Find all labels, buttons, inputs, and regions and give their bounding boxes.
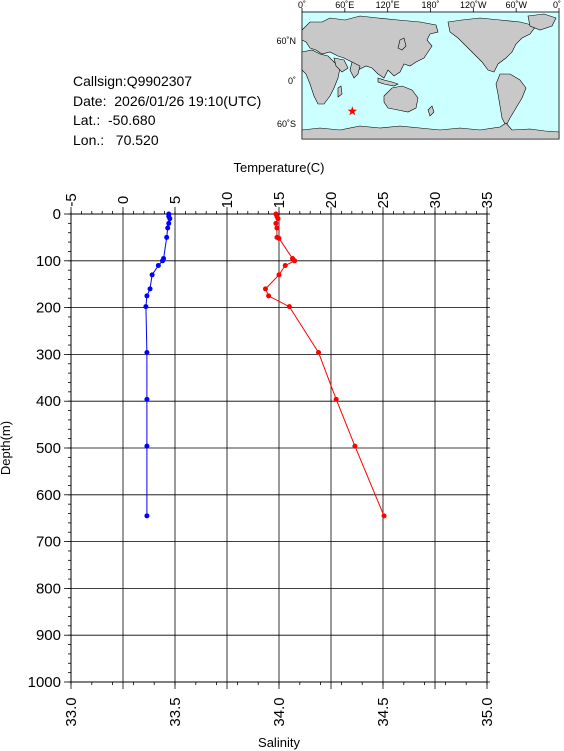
- temperature-point: [274, 234, 280, 240]
- float-info: Callsign:Q9902307 Date: 2026/01/26 19:10…: [73, 72, 261, 150]
- salinity-point: [144, 396, 150, 402]
- temperature-point: [276, 272, 282, 278]
- temperature-point: [266, 293, 272, 299]
- salinity-point: [144, 513, 150, 519]
- temperature-axis-title: Temperature(C): [233, 160, 324, 175]
- salinity-tick-label: 34.5: [375, 697, 392, 726]
- plot-frame: [70, 213, 488, 683]
- salinity-point: [155, 262, 161, 268]
- map-lon-label-3: 180˚: [421, 0, 439, 10]
- temperature-point: [275, 216, 281, 222]
- map-lat-label-60n: 60˚N: [276, 36, 296, 46]
- longitude-text: Lon.: 70.520: [73, 131, 159, 148]
- madagascar-island: [337, 85, 343, 98]
- new-zealand-islands: [427, 105, 435, 117]
- depth-tick-label: 300: [36, 346, 61, 363]
- salinity-point: [144, 350, 150, 356]
- map-lon-label-4: 120˚W: [460, 0, 487, 10]
- callsign-text: Callsign:Q9902307: [73, 73, 193, 89]
- temperature-tick-label: 35: [479, 192, 496, 209]
- salinity-profile-line: [145, 214, 171, 516]
- greenland-landmass: [527, 13, 557, 31]
- temperature-point: [292, 258, 298, 264]
- temperature-tick-label: 10: [219, 192, 236, 209]
- map-lon-label-0: 0˚: [298, 0, 306, 10]
- salinity-point: [167, 216, 173, 222]
- temperature-point: [273, 211, 279, 217]
- temperature-point: [381, 513, 387, 519]
- map-lon-label-2: 120˚E: [376, 0, 400, 10]
- temperature-point: [316, 350, 322, 356]
- temperature-tick-label: 20: [323, 192, 340, 209]
- salinity-point: [143, 304, 149, 310]
- temperature-tick-label: 30: [427, 192, 444, 209]
- salinity-tick-label: 34.0: [271, 697, 288, 726]
- depth-tick-label: 600: [36, 487, 61, 504]
- salinity-tick-label: 35.0: [479, 697, 496, 726]
- latitude-text: Lat.: -50.680: [73, 112, 156, 128]
- africa-landmass: [301, 49, 341, 105]
- depth-tick-label: 100: [36, 253, 61, 270]
- salinity-tick-label: 33.0: [63, 697, 80, 726]
- antarctica-landmass: [301, 122, 560, 140]
- temperature-point: [262, 286, 268, 292]
- indonesia-islands: [377, 77, 399, 87]
- salinity-point: [164, 234, 170, 240]
- depth-axis-title: Depth(m): [0, 421, 13, 475]
- depth-tick-label: 200: [36, 300, 61, 317]
- salinity-point: [166, 213, 172, 219]
- temperature-tick-label: 5: [167, 196, 184, 204]
- map-land: [301, 13, 560, 140]
- depth-tick-label: 1000: [28, 674, 61, 691]
- salinity-point: [147, 286, 153, 292]
- map-lon-label-1: 60˚E: [335, 0, 354, 10]
- salinity-point: [149, 272, 155, 278]
- temperature-profile-line: [264, 213, 385, 517]
- eurasia-landmass: [301, 15, 439, 79]
- temperature-point: [282, 262, 288, 268]
- arabia-landmass: [333, 57, 349, 73]
- temperature-point: [273, 220, 279, 226]
- australia-landmass: [383, 85, 419, 113]
- india-landmass: [349, 61, 361, 79]
- map-lat-label-60s: 60˚S: [277, 119, 296, 129]
- map-lon-label-5: 60˚W: [505, 0, 527, 10]
- temperature-point: [333, 396, 339, 402]
- map-lat-label-eq: 0˚: [288, 76, 296, 86]
- location-map: 0˚ 60˚E 120˚E 180˚ 120˚W 60˚W 0˚ 60˚N 0˚…: [276, 0, 561, 140]
- temperature-point: [352, 443, 358, 449]
- salinity-tick-label: 33.5: [167, 697, 184, 726]
- north-america-landmass: [447, 17, 537, 73]
- depth-tick-label: 500: [36, 440, 61, 457]
- depth-tick-label: 700: [36, 534, 61, 551]
- temperature-tick-label: -5: [63, 193, 80, 206]
- chart-grid: [71, 214, 487, 682]
- date-text: Date: 2026/01/26 19:10(UTC): [73, 92, 262, 109]
- depth-tick-label: 900: [36, 627, 61, 644]
- salinity-point: [160, 258, 166, 264]
- salinity-point: [161, 255, 167, 261]
- salinity-axis-title: Salinity: [258, 735, 300, 750]
- temperature-tick-label: 15: [271, 192, 288, 209]
- temperature-tick-label: 0: [115, 196, 132, 204]
- depth-tick-label: 800: [36, 580, 61, 597]
- map-lon-label-6: 0˚: [553, 0, 561, 10]
- salinity-point: [165, 225, 171, 231]
- float-location-star: [347, 106, 358, 116]
- temperature-tick-label: 25: [375, 192, 392, 209]
- salinity-point: [144, 443, 150, 449]
- depth-tick-label: 0: [53, 206, 61, 223]
- temperature-point: [286, 304, 292, 310]
- salinity-point: [166, 220, 172, 226]
- temperature-point: [290, 255, 296, 261]
- temperature-point: [274, 225, 280, 231]
- temperature-point: [274, 213, 280, 219]
- salinity-point: [144, 293, 150, 299]
- depth-tick-label: 400: [36, 393, 61, 410]
- temperature-point: [276, 235, 282, 241]
- south-america-landmass: [495, 73, 527, 127]
- salinity-point: [166, 211, 172, 217]
- japan-islands: [397, 37, 407, 51]
